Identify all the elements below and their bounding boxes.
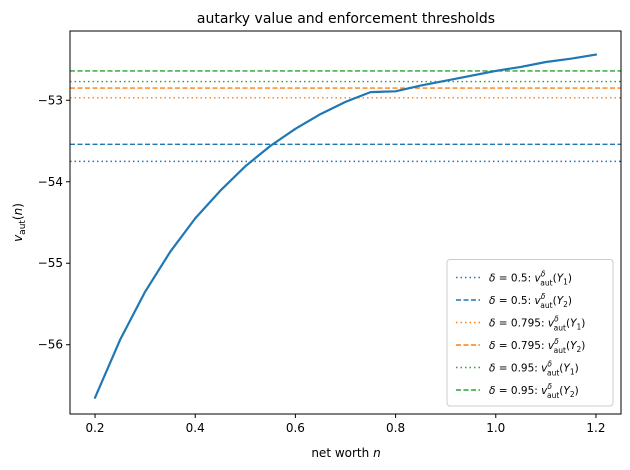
legend-delta-value: = 0.5:	[495, 273, 534, 285]
legend-sub: aut	[547, 391, 559, 400]
legend-Y: Y	[563, 363, 571, 375]
legend-delta-symbol: δ	[489, 340, 495, 352]
legend-sup: δ	[547, 382, 552, 391]
legend-paren-close: )	[568, 273, 572, 285]
y-label-var: v	[11, 234, 25, 242]
y-tick-label: −55	[38, 256, 63, 270]
y-label-paren-open: (	[11, 215, 25, 220]
legend-Y-sub: 1	[577, 323, 582, 332]
legend-entry: δ = 0.795: vδ aut(Y1)	[489, 315, 585, 333]
legend-v: v	[548, 340, 555, 352]
legend-entry: δ = 0.95: vδ aut(Y2)	[489, 382, 579, 400]
legend-delta-symbol: δ	[489, 385, 495, 397]
x-axis-label-var: n	[373, 446, 381, 460]
legend-paren-close: )	[575, 363, 579, 375]
legend-sup: δ	[541, 292, 546, 301]
y-axis: −56 −55 −54 −53	[38, 93, 70, 352]
x-tick-label: 0.2	[85, 421, 104, 435]
x-tick-label: 0.6	[286, 421, 305, 435]
legend-paren-close: )	[575, 385, 579, 397]
legend-paren-open: (	[566, 318, 570, 330]
legend: δ = 0.5: vδ aut(Y1)δ = 0.5: vδ aut(Y2)δ = …	[446, 259, 614, 407]
legend-sub: aut	[540, 301, 552, 310]
legend-sup: δ	[541, 270, 546, 279]
x-axis: 0.2 0.4 0.6 0.8 1.0 1.2	[85, 414, 606, 435]
legend-sup: δ	[554, 337, 559, 346]
legend-Y: Y	[557, 295, 565, 307]
legend-delta-value: = 0.795:	[495, 318, 547, 330]
x-tick-label: 1.0	[486, 421, 505, 435]
legend-delta-symbol: δ	[489, 318, 495, 330]
legend-paren-close: )	[581, 318, 585, 330]
x-axis-label: net worth n	[311, 446, 380, 460]
legend-Y: Y	[557, 273, 565, 285]
x-tick-label: 1.2	[586, 421, 605, 435]
legend-box	[446, 259, 614, 407]
legend-sup: δ	[547, 360, 552, 369]
legend-delta-value: = 0.95:	[495, 363, 541, 375]
x-axis-label-text: net worth	[311, 446, 373, 460]
chart-title: autarky value and enforcement thresholds	[197, 11, 495, 27]
legend-paren-close: )	[581, 340, 585, 352]
legend-v: v	[534, 273, 541, 285]
y-label-sub: aut	[18, 220, 28, 235]
y-tick-label: −54	[38, 175, 63, 189]
legend-Y: Y	[570, 340, 578, 352]
legend-v: v	[534, 295, 541, 307]
plot-area	[70, 53, 621, 399]
legend-Y-sub: 1	[563, 278, 568, 287]
autarky-value-curve	[93, 53, 598, 399]
legend-Y: Y	[563, 385, 571, 397]
legend-sub: aut	[554, 346, 566, 355]
legend-Y-sub: 2	[577, 345, 582, 354]
legend-delta-symbol: δ	[489, 295, 495, 307]
legend-entry: δ = 0.5: vδ aut(Y2)	[489, 292, 572, 310]
legend-paren-open: (	[559, 363, 563, 375]
legend-entry: δ = 0.795: vδ aut(Y2)	[489, 337, 585, 355]
legend-paren-open: (	[553, 295, 557, 307]
legend-delta-value: = 0.5:	[495, 295, 534, 307]
legend-delta-value: = 0.95:	[495, 385, 541, 397]
legend-sub: aut	[540, 279, 552, 288]
y-axis-label: vaut(n)	[11, 203, 28, 242]
legend-Y-sub: 2	[570, 390, 575, 399]
legend-Y-sub: 2	[563, 300, 568, 309]
y-label-paren-close: )	[11, 203, 25, 208]
legend-sub: aut	[554, 324, 566, 333]
legend-paren-close: )	[568, 295, 572, 307]
legend-entry: δ = 0.95: vδ aut(Y1)	[489, 360, 579, 378]
legend-paren-open: (	[566, 340, 570, 352]
legend-v: v	[541, 385, 548, 397]
axes-frame	[69, 30, 622, 415]
legend-delta-value: = 0.795:	[495, 340, 547, 352]
legend-v: v	[548, 318, 555, 330]
legend-entry: δ = 0.5: vδ aut(Y1)	[489, 270, 572, 288]
legend-sup: δ	[554, 315, 559, 324]
legend-sub: aut	[547, 369, 559, 378]
legend-Y-sub: 1	[570, 368, 575, 377]
x-tick-label: 0.4	[186, 421, 205, 435]
x-tick-label: 0.8	[386, 421, 405, 435]
y-tick-label: −53	[38, 93, 63, 107]
y-tick-label: −56	[38, 338, 63, 352]
y-axis-label-text: vaut(n)	[11, 203, 28, 242]
legend-delta-symbol: δ	[489, 363, 495, 375]
legend-Y: Y	[570, 318, 578, 330]
legend-paren-open: (	[553, 273, 557, 285]
y-label-arg: n	[11, 208, 25, 216]
legend-v: v	[541, 363, 548, 375]
legend-delta-symbol: δ	[489, 273, 495, 285]
legend-paren-open: (	[559, 385, 563, 397]
